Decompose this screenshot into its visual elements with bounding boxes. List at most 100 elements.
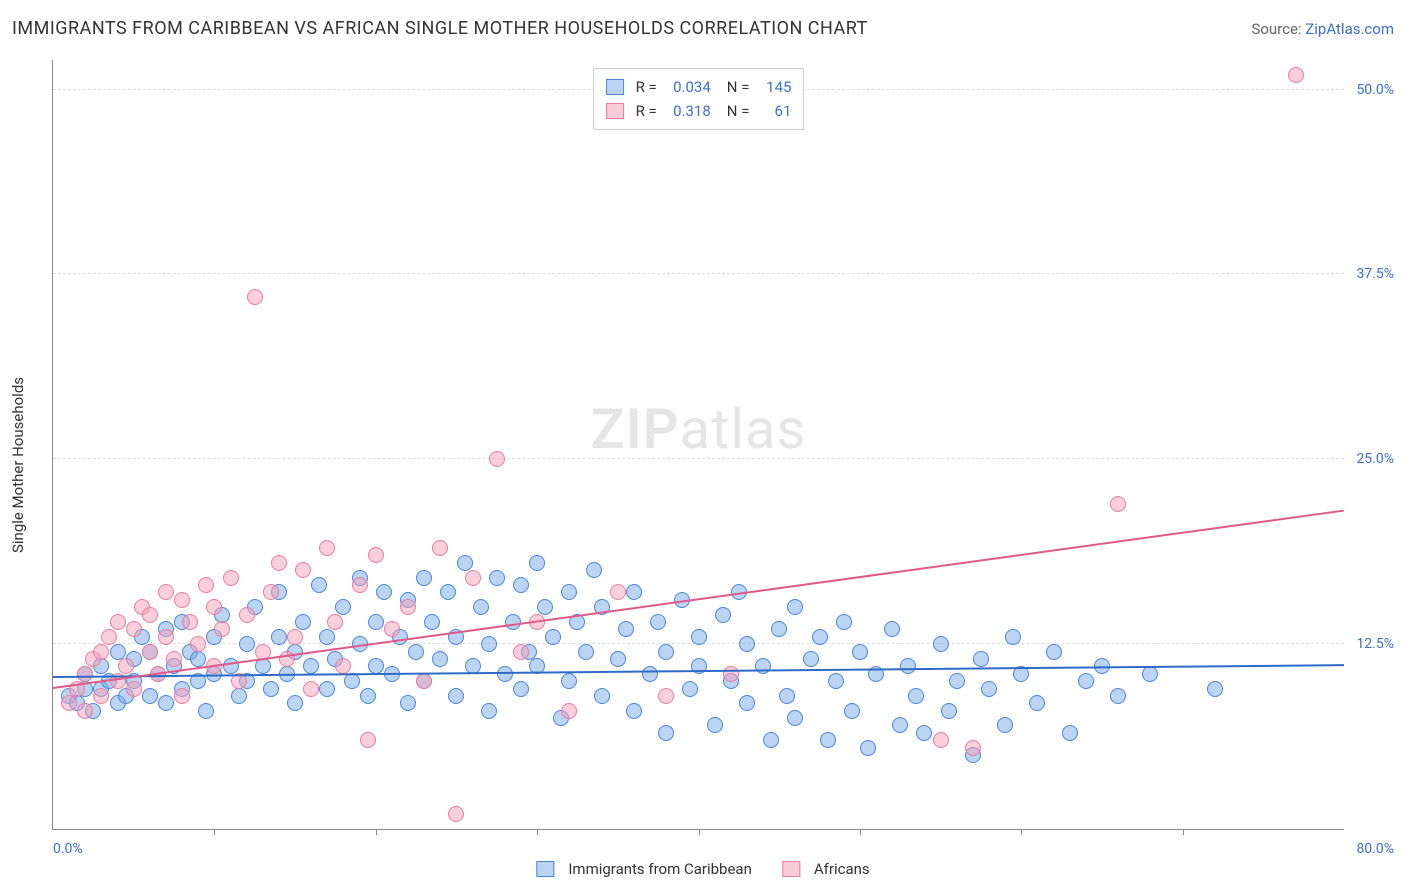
point-series2 <box>190 636 206 652</box>
point-series1 <box>126 651 142 667</box>
point-series1 <box>174 681 190 697</box>
x-tick <box>699 829 700 835</box>
point-series1 <box>852 644 868 660</box>
point-series2 <box>529 614 545 630</box>
point-series1 <box>884 621 900 637</box>
point-series1 <box>900 658 916 674</box>
gridline <box>53 643 1344 644</box>
point-series1 <box>473 599 489 615</box>
point-series1 <box>1046 644 1062 660</box>
point-series2 <box>158 584 174 600</box>
n-value-1: 145 <box>755 75 791 99</box>
point-series2 <box>319 540 335 556</box>
point-series1 <box>416 673 432 689</box>
point-series1 <box>335 599 351 615</box>
point-series1 <box>997 717 1013 733</box>
point-series1 <box>77 681 93 697</box>
point-series1 <box>1078 673 1094 689</box>
point-series1 <box>836 614 852 630</box>
point-series1 <box>198 703 214 719</box>
point-series1 <box>352 570 368 586</box>
point-series2 <box>198 577 214 593</box>
stats-row-series2: R = 0.318 N = 61 <box>606 99 792 123</box>
point-series1 <box>771 621 787 637</box>
point-series2 <box>368 547 384 563</box>
point-series1 <box>529 555 545 571</box>
point-series1 <box>77 666 93 682</box>
point-series1 <box>360 688 376 704</box>
point-series1 <box>941 703 957 719</box>
point-series1 <box>440 584 456 600</box>
point-series2 <box>658 688 674 704</box>
point-series1 <box>400 695 416 711</box>
point-series2 <box>610 584 626 600</box>
point-series2 <box>335 658 351 674</box>
point-series1 <box>594 688 610 704</box>
point-series2 <box>448 806 464 822</box>
y-tick-label: 50.0% <box>1346 82 1394 98</box>
r-value-2: 0.318 <box>663 99 711 123</box>
r-value-1: 0.034 <box>663 75 711 99</box>
point-series1 <box>803 651 819 667</box>
gridline <box>53 273 1344 274</box>
point-series1 <box>658 644 674 660</box>
point-series1 <box>1142 666 1158 682</box>
point-series1 <box>569 614 585 630</box>
n-label-1: N = <box>727 75 750 99</box>
watermark-part1: ZIP <box>591 396 680 462</box>
x-tick <box>214 829 215 835</box>
point-series1 <box>319 681 335 697</box>
point-series2 <box>61 695 77 711</box>
point-series2 <box>1288 67 1304 83</box>
point-series2 <box>77 703 93 719</box>
point-series2 <box>489 451 505 467</box>
point-series1 <box>424 614 440 630</box>
x-axis-end-label: 80.0% <box>1356 841 1394 857</box>
point-series1 <box>763 732 779 748</box>
point-series1 <box>820 732 836 748</box>
point-series1 <box>497 666 513 682</box>
point-series2 <box>142 644 158 660</box>
point-series1 <box>255 658 271 674</box>
point-series2 <box>93 644 109 660</box>
n-label-2: N = <box>727 99 750 123</box>
point-series1 <box>126 673 142 689</box>
point-series2 <box>126 681 142 697</box>
point-series1 <box>279 666 295 682</box>
point-series1 <box>287 695 303 711</box>
point-series1 <box>731 584 747 600</box>
point-series1 <box>408 644 424 660</box>
point-series2 <box>1110 496 1126 512</box>
swatch-series2-icon <box>606 103 624 119</box>
point-series2 <box>247 289 263 305</box>
point-series1 <box>69 695 85 711</box>
y-axis-title: Single Mother Households <box>9 377 27 553</box>
x-tick <box>860 829 861 835</box>
point-series1 <box>182 644 198 660</box>
point-series1 <box>416 570 432 586</box>
swatch-series1-icon <box>606 79 624 95</box>
n-value-2: 61 <box>755 99 791 123</box>
source-link[interactable]: ZipAtlas.com <box>1305 20 1394 38</box>
point-series2 <box>352 577 368 593</box>
point-series1 <box>1207 681 1223 697</box>
point-series1 <box>1110 688 1126 704</box>
point-series1 <box>239 673 255 689</box>
point-series1 <box>85 703 101 719</box>
point-series1 <box>376 584 392 600</box>
x-tick <box>1183 829 1184 835</box>
point-series1 <box>1029 695 1045 711</box>
point-series1 <box>586 562 602 578</box>
point-series2 <box>360 732 376 748</box>
point-series1 <box>352 636 368 652</box>
point-series1 <box>1062 725 1078 741</box>
point-series1 <box>513 577 529 593</box>
point-series1 <box>981 681 997 697</box>
point-series1 <box>787 710 803 726</box>
point-series1 <box>682 681 698 697</box>
point-series2 <box>85 651 101 667</box>
point-series1 <box>505 614 521 630</box>
point-series1 <box>868 666 884 682</box>
point-series1 <box>247 599 263 615</box>
point-series1 <box>239 636 255 652</box>
